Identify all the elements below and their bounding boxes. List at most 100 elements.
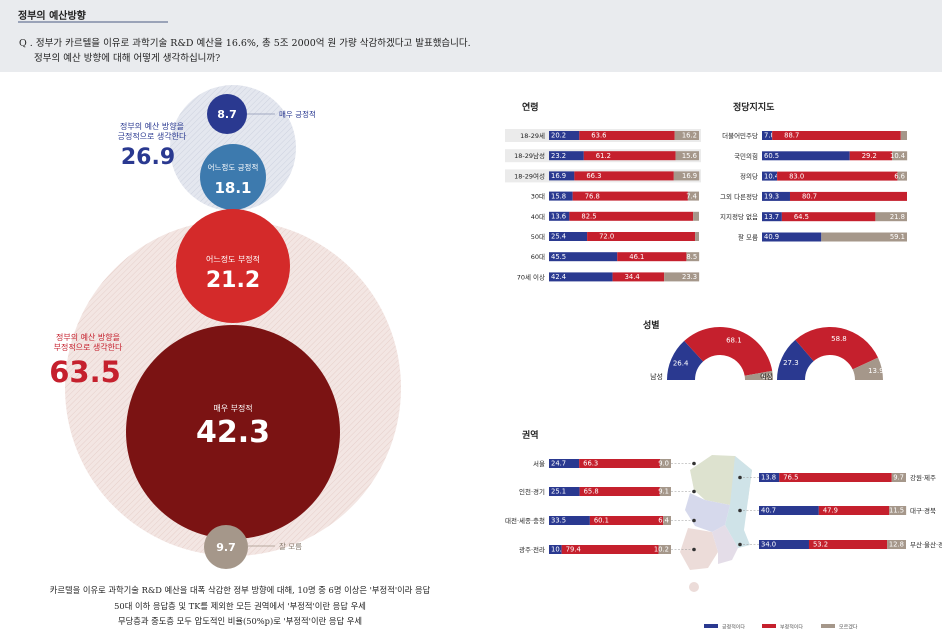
data-label-정당지지도-정의당-s1: 83.0 [789,172,804,180]
region-dot [692,461,696,466]
data-label-region-강원-제주-s1: 76.5 [783,474,798,482]
gender-arc-남성-s1 [684,326,773,376]
category-label-18-29남성: 18-29남성 [514,151,545,160]
data-label-region-서울-s0: 24.7 [551,460,566,468]
category-label-정의당: 정의당 [740,172,758,181]
data-label-연령-18-29여성-s2: 16.9 [682,172,697,180]
data-label-region-인천-경기-s1: 65.8 [584,488,599,496]
bar-region-강원-제주-s1 [779,473,892,482]
somewhat-positive-label: 어느정도 긍정적 [208,162,259,172]
somewhat-negative-label: 어느정도 부정적 [206,254,260,264]
bar-연령-18-29남성-s0 [549,151,584,161]
bar-연령-30대-s2 [687,191,699,201]
data-label-정당지지도-국민의힘-s2: 10.4 [890,152,905,160]
gender-label-남성-s2: 5.5 [761,373,772,381]
data-label-region-부산-울산-경남-s1: 53.2 [813,541,828,549]
chart-title-연령: 연령 [522,101,539,113]
data-label-연령-60대-s1: 46.1 [629,253,644,261]
data-label-연령-30대-s0: 15.8 [551,192,566,200]
data-label-연령-18-29남성-s0: 23.2 [551,152,566,160]
data-label-정당지지도-국민의힘-s1: 29.2 [862,152,877,160]
somewhat-negative-value: 21.2 [206,268,260,293]
data-label-연령-70세-이상-s2: 23.3 [682,273,697,281]
negative-group-value: 63.5 [49,355,121,389]
gender-name-여성: 여성 [760,372,773,381]
data-label-정당지지도-더불어민주당-s1: 88.7 [784,132,799,140]
data-label-연령-30대-s1: 76.8 [585,192,600,200]
bar-region-부산-울산-경남-s1 [808,540,888,549]
bar-region-인천-경기-s1 [579,487,660,496]
bar-region-광주-전라-s2 [658,545,671,554]
bar-연령-18-29남성-s2 [675,151,699,161]
data-label-연령-18-29여성-s1: 66.3 [586,172,601,180]
korea-map-jeju [689,582,699,592]
data-label-연령-18-29세-s1: 63.6 [591,132,606,140]
legend-swatch-1 [762,624,776,628]
region-dot [738,542,742,547]
bar-연령-70세-이상-s0 [549,272,613,282]
positive-group-label-2: 긍정적으로 생각한다 [118,131,187,141]
bar-연령-30대-s0 [549,191,573,201]
bar-정당지지도-국민의힘-s0 [762,151,850,161]
data-label-region-인천-경기-s0: 25.1 [551,488,566,496]
data-label-연령-18-29남성-s1: 61.2 [596,152,611,160]
question-line-2: 정부의 예산 방향에 대해 어떻게 생각하십니까? [34,53,221,64]
data-label-region-강원-제주-s0: 13.8 [761,474,776,482]
bar-연령-50대-s1 [587,232,696,241]
bar-region-대구-경북-s0 [759,506,819,515]
footnote-1: 카르텔을 이유로 과학기술 R&D 예산을 대폭 삭감한 정부 방향에 대해, … [49,585,431,595]
data-label-연령-30대-s2: 7.4 [686,192,697,200]
data-label-연령-40대-s0: 13.6 [551,213,566,221]
bar-연령-50대-s0 [549,232,588,241]
category-label-인천-경기: 인천·경기 [519,487,545,496]
bar-연령-18-29세-s1 [579,131,675,140]
somewhat-negative-bubble [176,209,290,323]
category-label-70세-이상: 70세 이상 [517,272,545,281]
dont-know-bubble [204,525,248,569]
legend-swatch-2 [821,624,835,628]
bar-정당지지도-더불어민주당-s1 [772,131,901,140]
bar-region-광주-전라-s1 [561,545,659,554]
data-label-region-광주-전라-s1: 79.4 [566,546,581,554]
category-label-60대: 60대 [531,253,545,261]
korea-map [680,455,752,592]
category-label-강원-제주: 강원·제주 [910,473,936,482]
bar-연령-50대-s2 [695,232,699,241]
data-label-정당지지도-더불어민주당-s0: 7.0 [764,132,775,140]
bar-region-서울-s2 [660,459,671,468]
very-negative-value: 42.3 [196,415,270,450]
gender-name-남성: 남성 [650,372,663,381]
data-label-region-대전-세종-충청-s1: 60.1 [594,517,609,525]
data-label-region-서울-s2: 9.0 [658,460,669,468]
bar-정당지지도-국민의힘-s1 [849,151,893,161]
data-label-정당지지도-지지정당-없음-s0: 13.7 [764,213,779,221]
category-label-30대: 30대 [531,193,545,201]
bar-연령-60대-s2 [686,252,700,262]
bar-연령-60대-s0 [549,252,618,262]
region-dot [692,547,696,552]
gender-arc-여성-s1 [795,327,879,370]
bar-region-서울-s0 [549,459,580,468]
category-label-부산-울산-경남: 부산·울산·경남 [910,540,942,549]
bar-정당지지도-국민의힘-s2 [892,151,908,161]
bar-정당지지도-정의당-s1 [777,171,898,181]
gender-arc-여성-s2 [852,357,883,380]
data-label-region-서울-s1: 66.3 [583,460,598,468]
bar-region-부산-울산-경남-s0 [759,540,809,549]
data-label-region-대전-세종-충청-s0: 33.5 [551,517,566,525]
korea-map-central [685,493,730,532]
category-label-대구-경북: 대구·경북 [910,506,936,515]
bar-region-대구-경북-s2 [889,506,907,515]
bar-정당지지도-더불어민주당-s2 [900,131,907,140]
bar-region-대전-세종-충청-s2 [663,516,671,525]
bar-region-대전-세종-충청-s1 [589,516,664,525]
korea-map-southwest [680,528,718,570]
data-label-region-대구-경북-s2: 11.5 [889,507,904,515]
data-label-정당지지도-그외-다른정당-s0: 19.3 [764,193,779,201]
bar-정당지지도-지지정당-없음-s2 [875,212,907,222]
data-label-정당지지도-잘-모름-s0: 40.9 [764,233,779,241]
bar-region-인천-경기-s0 [549,487,580,496]
chart-title-gender: 성별 [643,319,660,331]
bar-정당지지도-잘-모름-s0 [762,232,822,242]
region-dot [738,508,742,513]
